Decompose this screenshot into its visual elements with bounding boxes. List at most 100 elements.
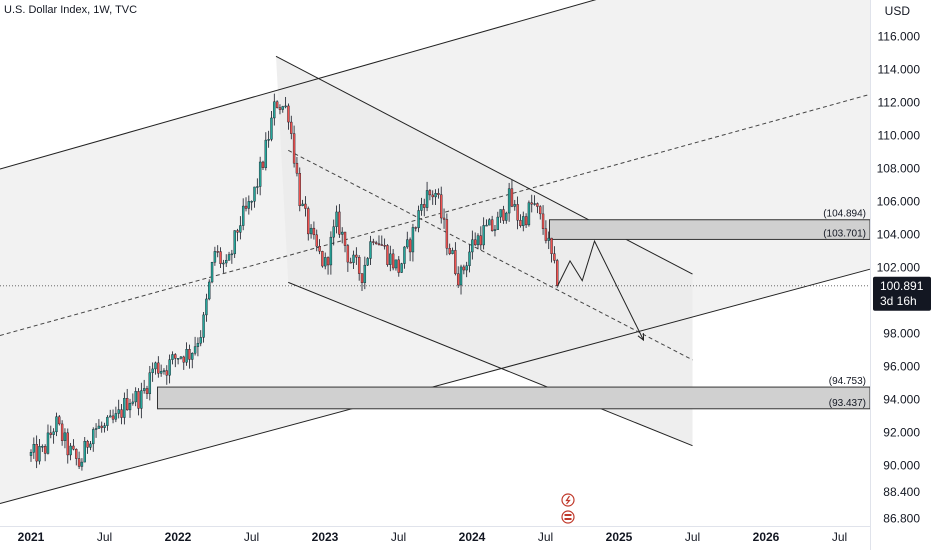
candle[interactable] (114, 413, 118, 420)
candle[interactable] (355, 254, 358, 258)
candle[interactable] (423, 204, 426, 208)
candle[interactable] (482, 225, 485, 246)
candle[interactable] (148, 372, 152, 394)
descending-channel-mid-line[interactable] (288, 149, 693, 361)
candle[interactable] (60, 423, 64, 441)
candle[interactable] (539, 206, 542, 215)
candle[interactable] (530, 202, 533, 205)
candle[interactable] (63, 432, 67, 441)
candle[interactable] (185, 349, 188, 363)
candle[interactable] (329, 236, 333, 266)
candle[interactable] (485, 224, 488, 227)
candle[interactable] (524, 216, 528, 226)
forecast-path[interactable] (557, 239, 644, 341)
candle[interactable] (151, 368, 154, 373)
candle[interactable] (111, 415, 115, 420)
candle[interactable] (41, 446, 44, 448)
candle[interactable] (137, 391, 140, 409)
candle[interactable] (43, 446, 47, 454)
candle[interactable] (233, 230, 236, 255)
candle[interactable] (264, 139, 268, 168)
candle[interactable] (123, 398, 126, 418)
candle[interactable] (193, 346, 197, 354)
candle[interactable] (92, 429, 95, 445)
candle[interactable] (490, 219, 494, 231)
candle[interactable] (222, 262, 225, 265)
candle[interactable] (290, 121, 293, 134)
candle[interactable] (270, 117, 273, 140)
candle[interactable] (456, 273, 460, 286)
candle[interactable] (459, 266, 463, 286)
candle[interactable] (52, 431, 55, 435)
candle[interactable] (162, 370, 166, 372)
candle[interactable] (411, 227, 415, 253)
candle[interactable] (301, 203, 304, 207)
candle[interactable] (174, 354, 177, 359)
candle[interactable] (236, 230, 239, 233)
candle[interactable] (465, 265, 468, 271)
candle[interactable] (273, 101, 276, 119)
candle[interactable] (83, 441, 86, 463)
candle[interactable] (454, 250, 457, 274)
candle[interactable] (434, 193, 437, 198)
candle[interactable] (307, 208, 310, 235)
ascending-channel-lower-line[interactable] (0, 268, 871, 505)
candle[interactable] (479, 235, 483, 246)
ascending-channel-mid-line[interactable] (0, 93, 871, 336)
candle[interactable] (49, 432, 53, 435)
candle[interactable] (94, 428, 98, 430)
candle[interactable] (250, 201, 253, 203)
candle[interactable] (513, 204, 516, 207)
candle[interactable] (544, 228, 548, 241)
candle[interactable] (468, 251, 471, 266)
candle[interactable] (369, 241, 372, 259)
candle[interactable] (496, 216, 500, 230)
candle[interactable] (210, 262, 214, 283)
candle[interactable] (394, 259, 398, 269)
candle[interactable] (131, 401, 135, 404)
candle[interactable] (77, 458, 81, 467)
candle[interactable] (140, 390, 143, 409)
candle[interactable] (476, 235, 480, 246)
candle[interactable] (89, 443, 92, 448)
candle[interactable] (414, 227, 417, 229)
candle[interactable] (428, 190, 432, 196)
candle[interactable] (227, 254, 231, 261)
candle[interactable] (58, 416, 61, 425)
candle[interactable] (154, 362, 157, 370)
candle[interactable] (241, 205, 245, 226)
channel-drawings[interactable] (0, 0, 871, 505)
candle-series[interactable] (29, 93, 559, 471)
candle[interactable] (437, 193, 440, 195)
candle[interactable] (261, 161, 265, 168)
candle[interactable] (341, 231, 344, 235)
candle[interactable] (527, 202, 531, 226)
candle[interactable] (403, 246, 406, 264)
candle[interactable] (502, 209, 505, 221)
candle[interactable] (349, 261, 352, 264)
candle[interactable] (295, 162, 299, 174)
candle[interactable] (556, 260, 559, 286)
candle[interactable] (275, 101, 279, 108)
candle[interactable] (346, 245, 350, 263)
candle[interactable] (182, 356, 185, 363)
candle[interactable] (72, 445, 75, 450)
candle[interactable] (29, 452, 33, 456)
candle[interactable] (171, 354, 174, 360)
candle[interactable] (196, 342, 200, 347)
candle[interactable] (281, 106, 284, 110)
candle[interactable] (38, 446, 41, 462)
candle[interactable] (473, 239, 477, 246)
candle[interactable] (536, 203, 539, 207)
candle[interactable] (66, 432, 69, 456)
candle[interactable] (338, 211, 341, 235)
candle[interactable] (106, 416, 109, 426)
candle[interactable] (462, 266, 466, 271)
candle[interactable] (541, 213, 545, 229)
candle[interactable] (408, 239, 412, 253)
candle[interactable] (191, 353, 194, 360)
candle[interactable] (176, 358, 180, 360)
candle[interactable] (117, 409, 120, 414)
candle[interactable] (298, 173, 301, 207)
candle[interactable] (522, 216, 525, 227)
